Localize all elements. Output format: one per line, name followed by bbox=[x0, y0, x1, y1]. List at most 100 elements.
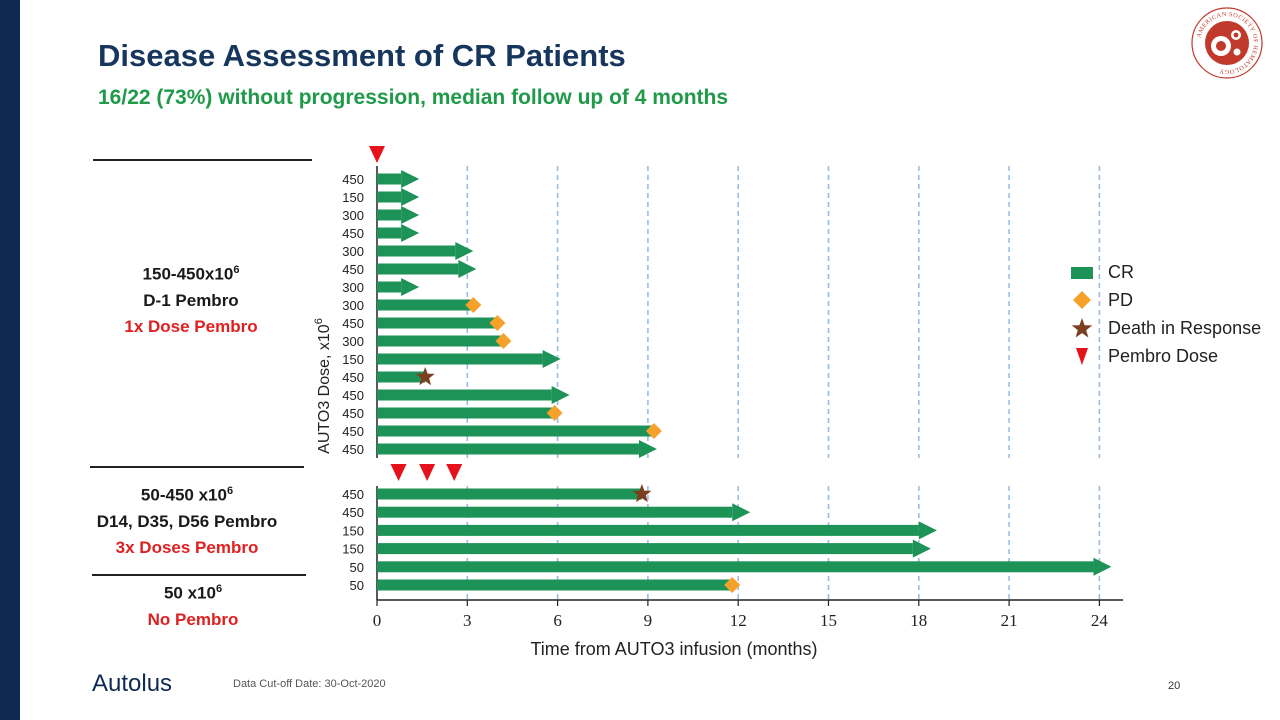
bar-p1-r12 bbox=[377, 371, 426, 383]
pembro-dose-marker-3 bbox=[419, 464, 436, 481]
bar-p1-r7 bbox=[377, 281, 402, 293]
bar-p1-r9 bbox=[377, 317, 498, 329]
bar-p1-r10 bbox=[377, 335, 504, 347]
group-divider-top bbox=[93, 159, 312, 161]
bar-p1-r8 bbox=[377, 299, 474, 311]
bar-p1-r16 bbox=[377, 443, 639, 455]
dose-label-p1-r8: 300 bbox=[342, 298, 364, 313]
x-tick-label-0: 0 bbox=[373, 611, 382, 630]
dose-label-p1-r6: 450 bbox=[342, 262, 364, 277]
legend-label-pembro: Pembro Dose bbox=[1108, 346, 1219, 366]
group-2-pembro-count: 3x Doses Pembro bbox=[115, 537, 259, 557]
x-tick-label-3: 3 bbox=[463, 611, 472, 630]
page-number: 20 bbox=[1168, 680, 1181, 692]
dose-label-p1-r3: 300 bbox=[342, 208, 364, 223]
legend: CR PD Death in Response Pembro Dose bbox=[1070, 258, 1261, 370]
data-cutoff-date: Data Cut-off Date: 30-Oct-2020 bbox=[233, 678, 386, 690]
group-2-dose-exponent: 6 bbox=[226, 485, 234, 497]
group-divider-middle bbox=[90, 466, 304, 468]
dose-label-p1-r15: 450 bbox=[342, 424, 364, 439]
bar-p1-r5 bbox=[377, 245, 456, 257]
group-1-regimen: D-1 Pembro bbox=[143, 290, 239, 310]
pd-marker-p1-r15 bbox=[645, 423, 662, 439]
y-axis-label: AUTO3 Dose, x106 bbox=[313, 318, 333, 454]
x-tick-label-18: 18 bbox=[910, 611, 927, 630]
bar-p1-r2 bbox=[377, 191, 402, 203]
bar-arrowhead-p1-r13 bbox=[551, 386, 570, 404]
dose-label-p1-r4: 450 bbox=[342, 226, 364, 241]
group-divider-bottom bbox=[92, 574, 306, 576]
bar-p2-r3 bbox=[377, 524, 919, 536]
x-tick-label-21: 21 bbox=[1001, 611, 1018, 630]
group-2-regimen: D14, D35, D56 Pembro bbox=[96, 511, 278, 531]
legend-item-pd: PD bbox=[1070, 286, 1261, 314]
bar-p1-r4 bbox=[377, 227, 402, 239]
bar-arrowhead-p1-r1 bbox=[401, 170, 420, 188]
dose-label-p1-r13: 450 bbox=[342, 388, 364, 403]
dose-label-p2-r2: 450 bbox=[342, 505, 364, 520]
grid-lines bbox=[466, 166, 1101, 600]
ash-seal-logo: AMERICAN SOCIETY OF HEMATOLOGY bbox=[1191, 7, 1263, 79]
y-axis-label-text: AUTO3 Dose, x10 bbox=[316, 324, 333, 454]
bar-p1-r14 bbox=[377, 407, 555, 419]
x-tick-label-24: 24 bbox=[1091, 611, 1109, 630]
legend-item-pembro: Pembro Dose bbox=[1070, 342, 1261, 370]
dose-label-p2-r3: 150 bbox=[342, 523, 364, 538]
event-markers bbox=[369, 146, 741, 593]
axes: 0 3 6 9 12 15 18 21 24 450 150 300 450 300 450 300 300 45… bbox=[342, 166, 1123, 630]
bar-arrowhead-p2-r2 bbox=[732, 503, 751, 522]
bar-arrowhead-p1-r5 bbox=[455, 242, 474, 260]
group-2-dose: 50-450 x10 bbox=[140, 485, 227, 505]
group-3-pembro-count: No Pembro bbox=[147, 609, 239, 629]
bar-arrowhead-p1-r11 bbox=[542, 350, 561, 368]
death-marker-p1-r12 bbox=[415, 367, 435, 386]
group-label-3: 50 x106 No Pembro bbox=[98, 576, 288, 633]
bar-p2-r6 bbox=[377, 579, 733, 591]
x-axis-label: Time from AUTO3 infusion (months) bbox=[530, 639, 817, 659]
dose-label-p2-r6: 50 bbox=[350, 578, 364, 593]
group-1-dose-exponent: 6 bbox=[233, 264, 240, 276]
dose-label-p1-r14: 450 bbox=[342, 406, 364, 421]
autolus-logo: Autolus bbox=[92, 670, 173, 697]
pd-marker-p1-r14 bbox=[546, 405, 563, 421]
pembro-dose-marker-1 bbox=[369, 146, 385, 163]
group-label-1: 150-450x106 D-1 Pembro 1x Dose Pembro bbox=[96, 257, 286, 340]
page-subtitle: 16/22 (73%) without progression, median … bbox=[98, 86, 729, 109]
bar-arrowhead-p2-r4 bbox=[912, 539, 931, 558]
bar-p1-r1 bbox=[377, 173, 402, 185]
bar-arrowhead-p1-r6 bbox=[458, 260, 477, 278]
legend-label-death: Death in Response bbox=[1108, 318, 1262, 338]
legend-label-pd: PD bbox=[1108, 290, 1134, 310]
bar-p1-r6 bbox=[377, 263, 459, 275]
group-1-pembro-count: 1x Dose Pembro bbox=[124, 316, 258, 336]
dose-label-p1-r10: 300 bbox=[342, 334, 364, 349]
death-star-icon bbox=[1071, 318, 1093, 338]
dose-label-p1-r12: 450 bbox=[342, 370, 364, 385]
pd-marker-p1-r8 bbox=[465, 297, 482, 313]
bar-p1-r13 bbox=[377, 389, 552, 401]
dose-label-p1-r5: 300 bbox=[342, 244, 364, 259]
dose-label-p1-r2: 150 bbox=[342, 190, 364, 205]
pd-marker-p2-r6 bbox=[724, 577, 741, 593]
dose-label-p2-r1: 450 bbox=[342, 487, 364, 502]
bar-arrowhead-p1-r2 bbox=[401, 188, 420, 206]
dose-label-p2-r4: 150 bbox=[342, 542, 364, 557]
legend-item-death: Death in Response bbox=[1070, 314, 1261, 342]
pembro-dose-marker-2 bbox=[390, 464, 407, 481]
x-tick-label-9: 9 bbox=[644, 611, 653, 630]
left-accent-bar bbox=[0, 0, 20, 720]
bar-arrowhead-p1-r4 bbox=[401, 224, 420, 242]
pembro-triangle-icon bbox=[1076, 348, 1088, 365]
x-tick-label-12: 12 bbox=[730, 611, 747, 630]
x-tick-label-6: 6 bbox=[553, 611, 562, 630]
bar-arrowhead-p2-r3 bbox=[918, 521, 937, 540]
bar-p2-r2 bbox=[377, 506, 733, 518]
page-title: Disease Assessment of CR Patients bbox=[98, 38, 626, 73]
dose-label-p1-r16: 450 bbox=[342, 442, 364, 457]
bar-arrowhead-p2-r5 bbox=[1093, 557, 1112, 576]
y-axis-label-exponent: 6 bbox=[313, 318, 325, 324]
bar-arrowhead-p1-r7 bbox=[401, 278, 420, 296]
pembro-dose-marker-4 bbox=[446, 464, 463, 481]
group-3-dose: 50 x10 bbox=[163, 583, 216, 603]
